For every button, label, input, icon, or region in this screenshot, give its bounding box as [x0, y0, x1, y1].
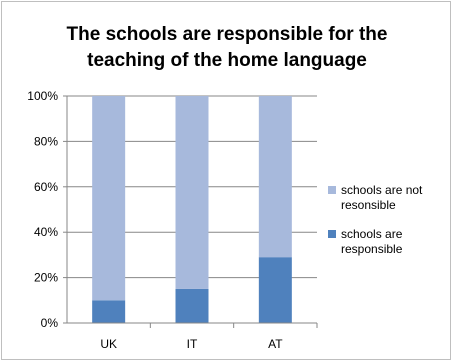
chart-title-line-2: teaching of the home language — [87, 50, 367, 71]
x-tick-label: UK — [100, 337, 117, 351]
y-tick-label: 100% — [27, 89, 58, 103]
y-tick-label: 0% — [41, 316, 59, 330]
chart-title: The schools are responsible for the teac… — [0, 22, 454, 74]
x-tick-label: AT — [268, 337, 283, 351]
y-tick-label: 40% — [34, 225, 58, 239]
bar-segment — [175, 288, 209, 323]
bar-segment — [92, 96, 126, 301]
legend-label: resonsible — [341, 198, 396, 212]
bar-segment — [258, 96, 292, 258]
y-tick-label: 80% — [34, 134, 58, 148]
bar-segment — [92, 300, 126, 323]
legend-swatch — [328, 230, 336, 238]
y-tick-label: 20% — [34, 271, 58, 285]
bar-segment — [175, 96, 209, 289]
legend-label: schools are not — [341, 183, 423, 197]
chart-title-line-1: The schools are responsible for the — [66, 24, 388, 45]
legend-swatch — [328, 186, 336, 194]
legend-label: responsible — [341, 242, 403, 256]
legend-label: schools are — [341, 227, 403, 241]
x-tick-label: IT — [187, 337, 198, 351]
y-tick-label: 60% — [34, 180, 58, 194]
bar-segment — [258, 257, 292, 323]
